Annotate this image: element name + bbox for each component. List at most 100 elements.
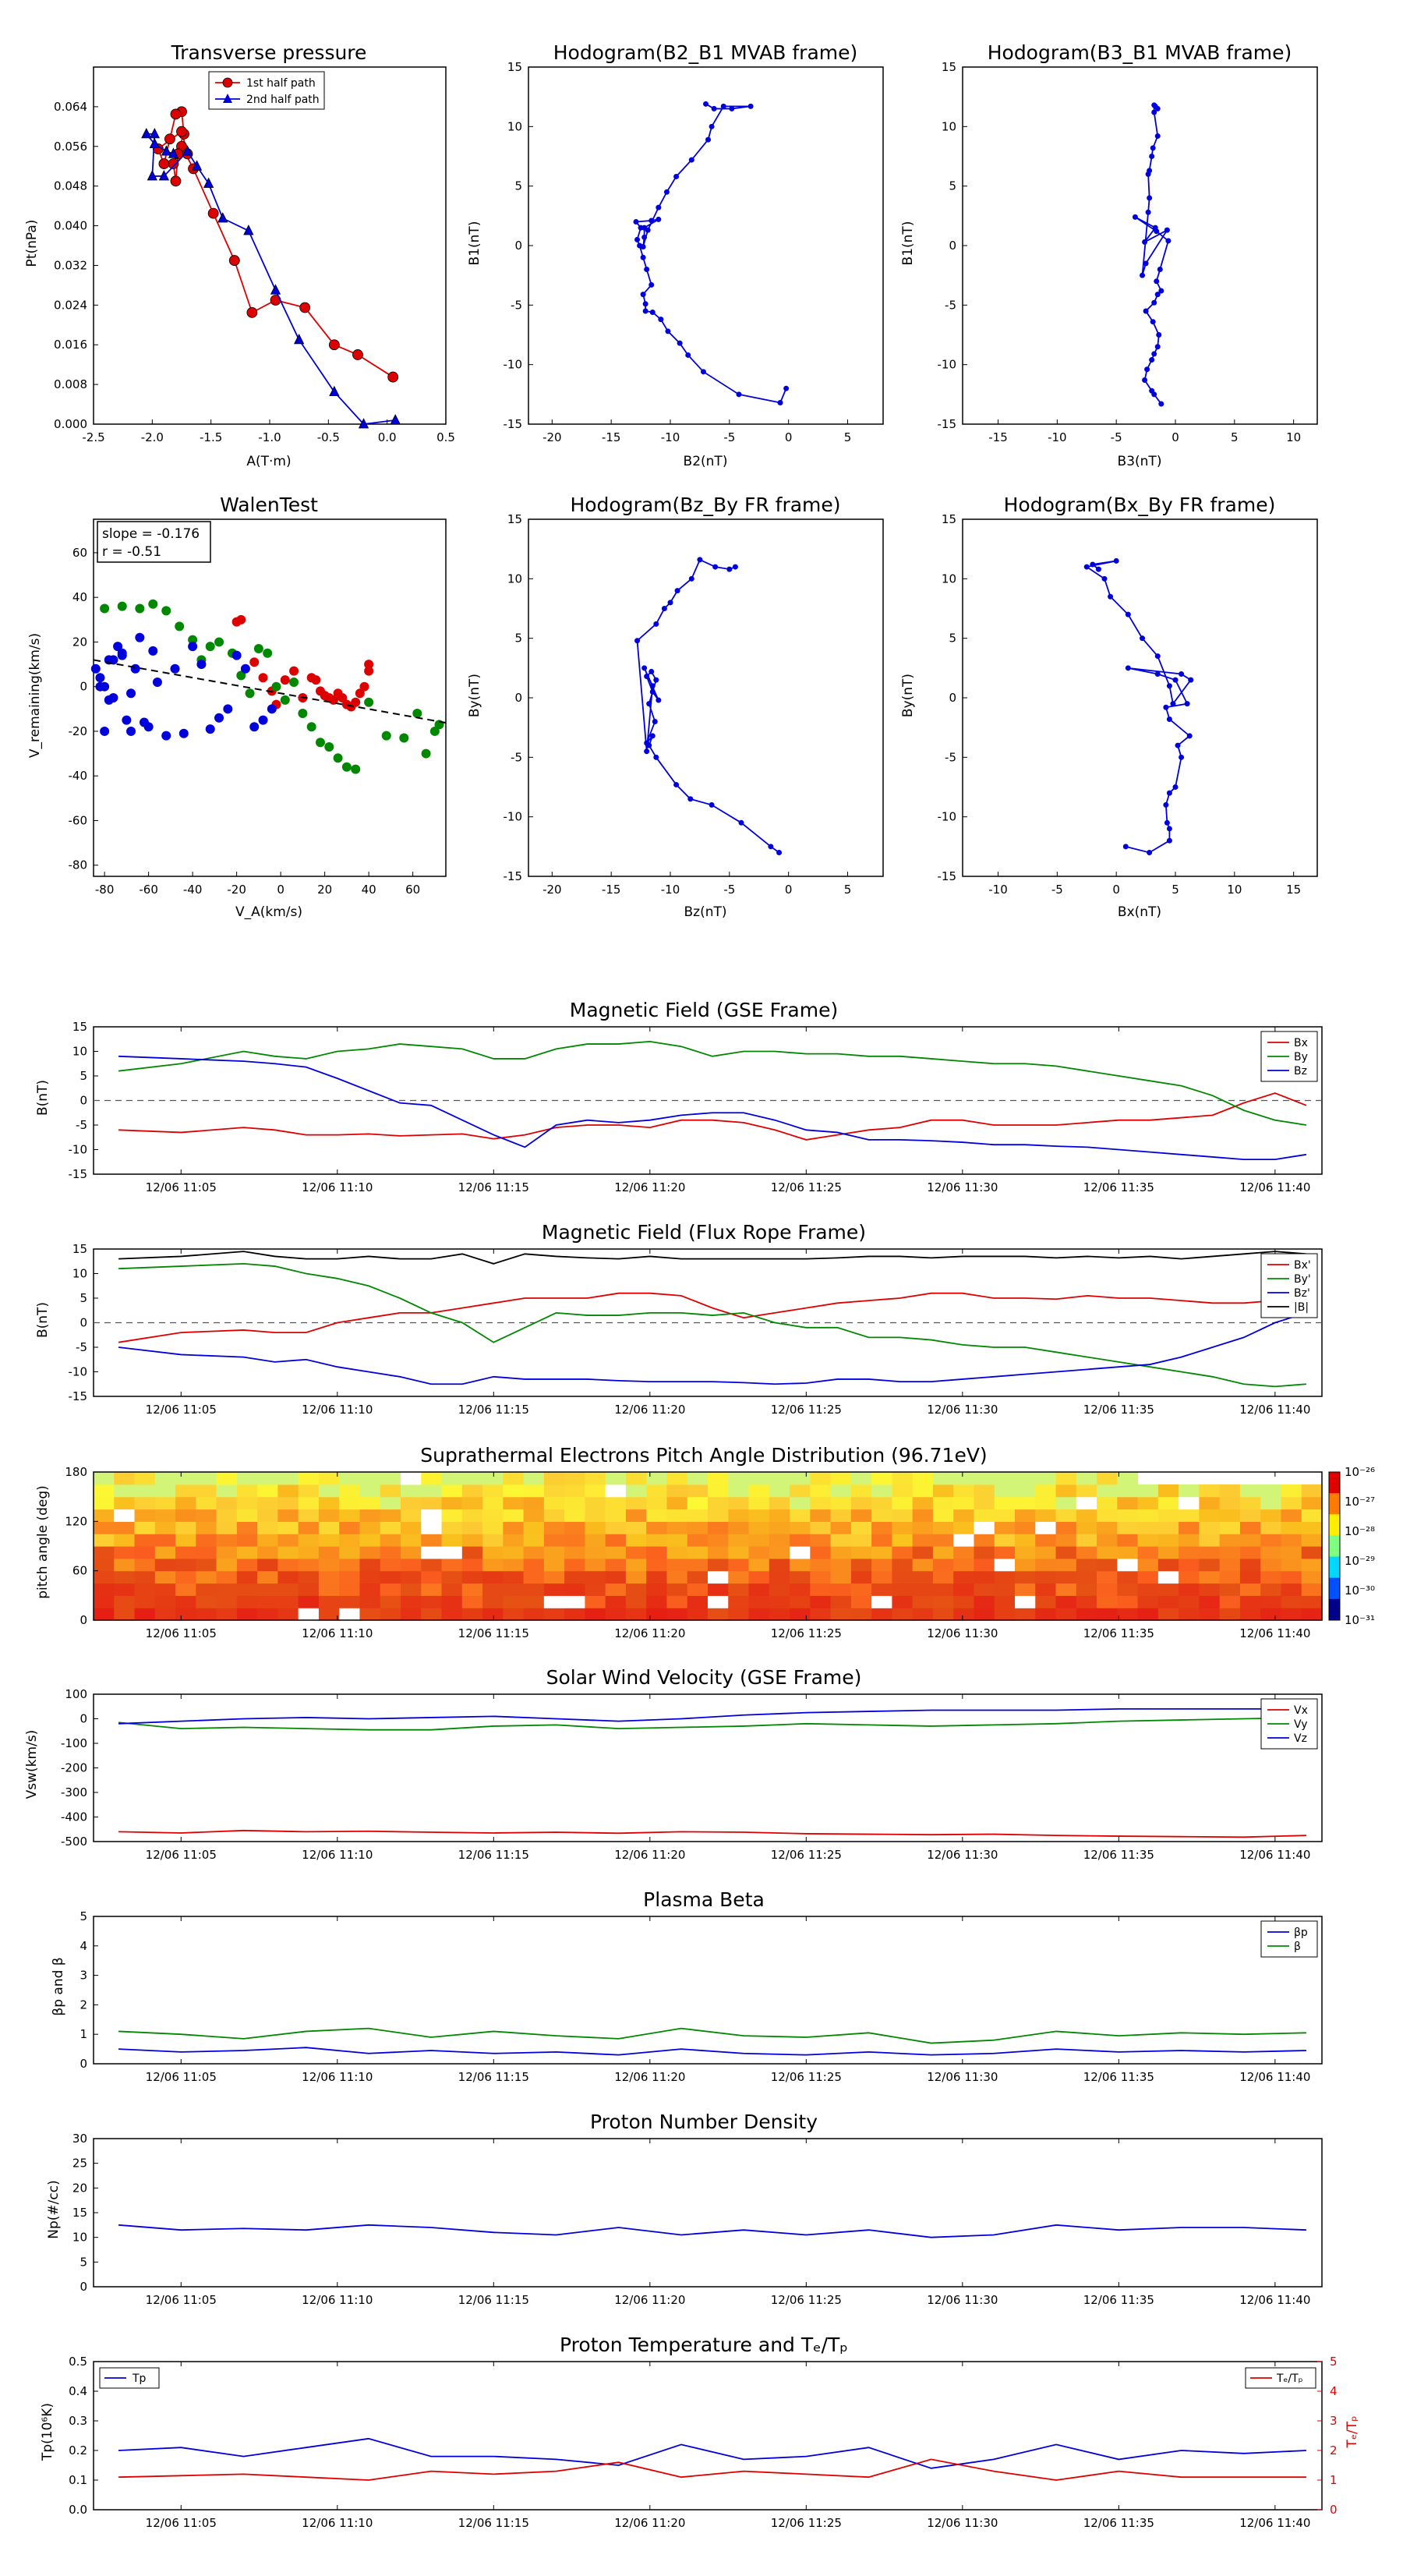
- temp-series-0-line: [118, 2437, 1306, 2469]
- tp-series-0-point-3: [299, 302, 311, 313]
- pad-cell-29-11: [687, 1472, 709, 1485]
- pad-cell-46-8: [1035, 1509, 1057, 1522]
- pad-cell-54-4: [1199, 1558, 1221, 1572]
- wt-series-2-point-16: [170, 663, 180, 674]
- np-xtick-label-2: 12/06 11:15: [458, 2293, 529, 2307]
- pad-cell-8-5: [257, 1546, 278, 1559]
- pad-cell-42-11: [953, 1472, 975, 1485]
- temp-ytick2-label-3: 3: [1330, 2414, 1338, 2428]
- h1-series-0-point-18: [633, 218, 639, 225]
- beta-ytick-label-3: 3: [80, 1969, 87, 1983]
- pad-cell-26-8: [625, 1509, 647, 1522]
- pad-cell-36-8: [830, 1509, 852, 1522]
- pad-cell-19-6: [482, 1534, 504, 1547]
- wt-series-0-point-20: [355, 688, 365, 699]
- pad-cell-41-11: [932, 1472, 954, 1485]
- wt-series-0-point-19: [351, 697, 361, 707]
- pad-cell-26-7: [625, 1521, 647, 1534]
- h3-series-0-point-13: [648, 668, 655, 674]
- panel-title-h4: Hodogram(Bx_By FR frame): [1004, 494, 1276, 516]
- pad-cell-57-4: [1260, 1558, 1282, 1572]
- pad-cell-42-5: [953, 1546, 975, 1559]
- h1-xtick-label-2: -10: [661, 430, 680, 444]
- panel-title-np: Proton Number Density: [590, 2111, 818, 2133]
- pad-cell-28-2: [666, 1583, 688, 1596]
- pad-cell-40-7: [912, 1521, 934, 1534]
- ylabel-vel: Vsw(km/s): [24, 1730, 40, 1799]
- pad-cell-32-5: [748, 1546, 770, 1559]
- pad-cell-49-5: [1097, 1546, 1118, 1559]
- pad-cell-7-9: [236, 1496, 258, 1510]
- pad-cell-4-10: [175, 1484, 196, 1498]
- h2-ytick-label-1: -10: [938, 358, 957, 372]
- pad-colorbar-label-1: 10⁻²⁷: [1345, 1495, 1375, 1509]
- pad-cell-17-5: [441, 1546, 463, 1559]
- pad-cell-37-1: [850, 1595, 872, 1608]
- panel-title-pad: Suprathermal Electrons Pitch Angle Distr…: [420, 1444, 987, 1467]
- h3-series-0-point-1: [768, 844, 774, 850]
- wt-series-2-point-13: [148, 646, 158, 656]
- pad-cell-2-0: [134, 1608, 156, 1621]
- pad-colorbar-segment-0: [1329, 1472, 1340, 1494]
- wt-series-1-point-29: [421, 748, 431, 759]
- pad-cell-34-10: [790, 1484, 811, 1498]
- pad-cell-46-0: [1035, 1608, 1057, 1621]
- pad-cell-16-2: [421, 1583, 443, 1596]
- h1-series-0-point-10: [642, 301, 648, 307]
- h1-series-0-point-14: [640, 254, 646, 260]
- pad-cell-1-1: [114, 1595, 136, 1608]
- pad-cell-0-2: [94, 1583, 115, 1596]
- pad-cell-50-0: [1117, 1608, 1139, 1621]
- pad-cell-51-7: [1137, 1521, 1159, 1534]
- h4-ytick-label-4: 5: [949, 632, 956, 646]
- pad-cell-9-1: [277, 1595, 299, 1608]
- h2-series-0-point-2: [1149, 387, 1155, 394]
- pad-cell-10-2: [298, 1583, 320, 1596]
- pad-cell-41-3: [932, 1570, 954, 1584]
- wt-series-2-point-27: [267, 704, 277, 714]
- mg-ytick-label-3: 0: [80, 1094, 87, 1108]
- pad-cell-38-7: [871, 1521, 892, 1534]
- pad-cell-10-5: [298, 1546, 320, 1559]
- mf-xtick-label-4: 12/06 11:25: [771, 1403, 842, 1417]
- pad-cell-49-3: [1097, 1570, 1118, 1584]
- pad-cell-33-8: [769, 1509, 790, 1522]
- pad-cell-26-3: [625, 1570, 647, 1584]
- pad-cell-19-3: [482, 1570, 504, 1584]
- pad-cell-23-2: [564, 1583, 585, 1596]
- h3-series-0-point-5: [673, 781, 680, 787]
- pad-cell-41-8: [932, 1509, 954, 1522]
- wt-series-0-point-3: [258, 673, 268, 683]
- pad-colorbar-label-2: 10⁻²⁸: [1345, 1524, 1375, 1538]
- pad-cell-44-10: [994, 1484, 1016, 1498]
- ylabel-pad: pitch angle (deg): [35, 1485, 51, 1599]
- pad-cell-46-5: [1035, 1546, 1057, 1559]
- pad-cell-5-3: [196, 1570, 217, 1584]
- pad-cell-57-1: [1260, 1595, 1282, 1608]
- h1-ytick-label-2: -5: [511, 298, 522, 312]
- pad-cell-49-1: [1097, 1595, 1118, 1608]
- pad-cell-0-10: [94, 1484, 115, 1498]
- h1-series-0-point-2: [736, 391, 742, 398]
- vel-xtick-label-0: 12/06 11:05: [146, 1848, 217, 1862]
- h1-xtick-label-5: 5: [844, 430, 852, 444]
- pad-cell-47-0: [1055, 1608, 1077, 1621]
- pad-cell-30-5: [708, 1546, 729, 1559]
- pad-cell-48-1: [1076, 1595, 1097, 1608]
- h1-xtick-label-4: 0: [785, 430, 793, 444]
- pad-cell-45-3: [1015, 1570, 1036, 1584]
- h3-ytick-label-1: -10: [504, 810, 523, 824]
- pad-cell-22-2: [543, 1583, 565, 1596]
- pad-cell-14-8: [380, 1509, 401, 1522]
- pad-cell-23-1: [564, 1595, 585, 1608]
- h2-series-0-point-30: [1154, 133, 1161, 140]
- panel-title-mg: Magnetic Field (GSE Frame): [570, 999, 838, 1021]
- pad-cell-17-2: [441, 1583, 463, 1596]
- mg-ytick-label-0: -15: [69, 1167, 88, 1181]
- pad-cell-59-5: [1301, 1546, 1323, 1559]
- pad-cell-3-10: [154, 1484, 176, 1498]
- pad-cell-9-3: [277, 1570, 299, 1584]
- pad-cell-8-10: [257, 1484, 278, 1498]
- h3-xtick-label-0: -20: [542, 883, 562, 897]
